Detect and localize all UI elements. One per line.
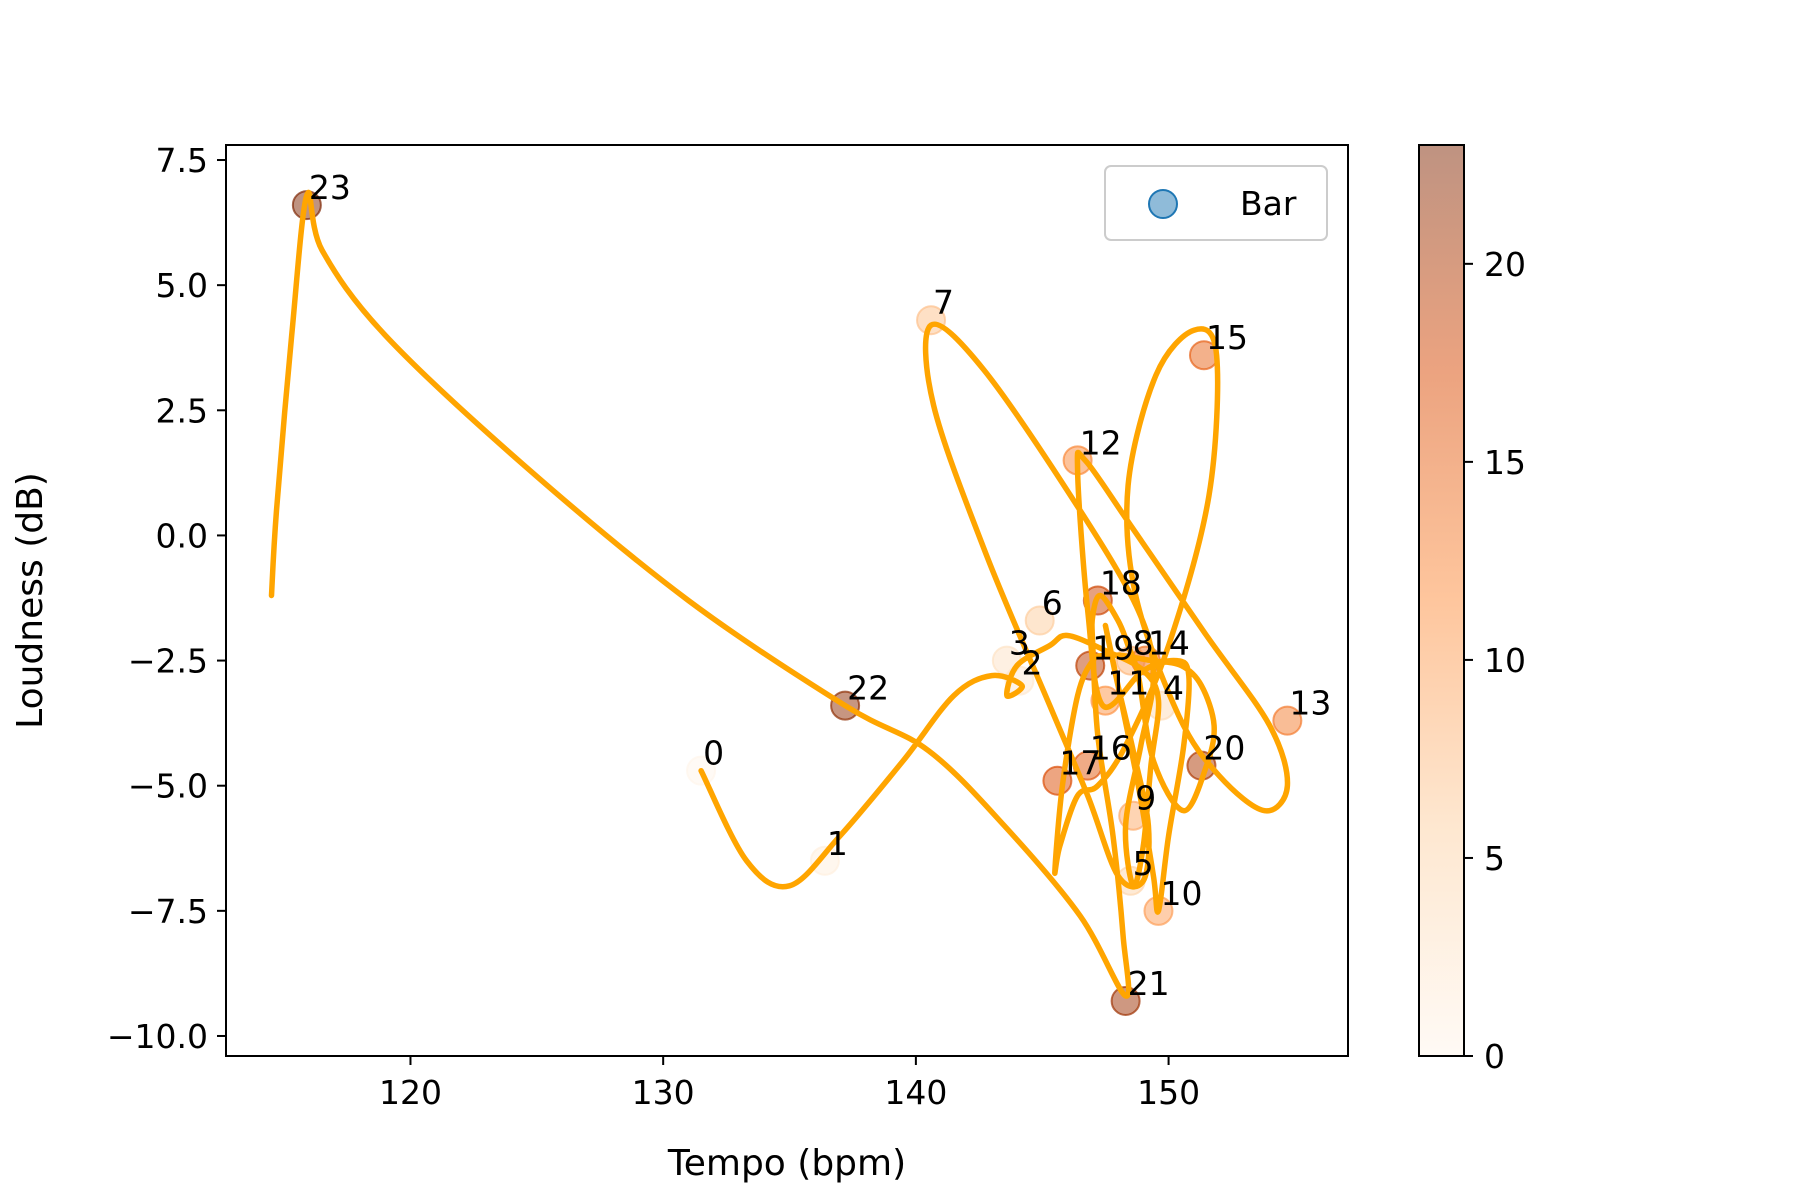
axes: 120 130 140 1507.55.02.50.0−2.5−5.0−7.5−10.… — [107, 141, 1349, 1112]
y-tick-label: −5.0 — [128, 767, 208, 806]
point-label: 3 — [1009, 624, 1030, 663]
y-tick-label: 7.5 — [156, 141, 208, 180]
x-axis-label: Tempo (bpm) — [667, 1143, 906, 1184]
point-label: 12 — [1080, 423, 1122, 462]
point-label: 7 — [933, 283, 954, 322]
colorbar-tick-label: 15 — [1484, 443, 1526, 482]
point-label: 21 — [1128, 964, 1170, 1003]
y-tick-label: 5.0 — [156, 266, 208, 305]
point-label: 5 — [1133, 844, 1154, 883]
scatter-point — [1110, 985, 1141, 1016]
scatter-points — [291, 190, 1303, 1016]
scatter-point — [1272, 705, 1303, 736]
y-tick-label: −2.5 — [128, 642, 208, 681]
point-label: 2 — [1021, 644, 1042, 683]
point-label: 4 — [1163, 669, 1184, 708]
x-tick-label: 150 — [1137, 1073, 1200, 1112]
point-label: 14 — [1148, 624, 1190, 663]
colorbar-gradient — [1419, 145, 1464, 1056]
point-label: 16 — [1090, 729, 1132, 768]
x-tick-label: 140 — [884, 1073, 947, 1112]
point-label: 10 — [1160, 874, 1202, 913]
legend-marker-icon — [1148, 189, 1178, 219]
y-tick-label: −7.5 — [128, 892, 208, 931]
point-label: 22 — [847, 669, 889, 708]
point-label: 11 — [1107, 664, 1149, 703]
legend: Bar — [1104, 165, 1328, 241]
point-label: 13 — [1289, 684, 1331, 723]
colorbar-frame — [1418, 144, 1465, 1057]
point-label: 6 — [1042, 584, 1063, 623]
y-tick-label: −10.0 — [107, 1017, 208, 1056]
point-label: 20 — [1203, 729, 1245, 768]
x-tick-label: 120 — [379, 1073, 442, 1112]
plot-frame — [225, 144, 1349, 1057]
colorbar-tick-label: 10 — [1484, 641, 1526, 680]
colorbar: 0 5 10 15 20 — [1418, 144, 1526, 1076]
legend-label: Bar — [1240, 184, 1297, 223]
y-tick-label: 2.5 — [156, 391, 208, 430]
colorbar-tick-label: 20 — [1484, 245, 1526, 284]
y-tick-label: 0.0 — [156, 516, 208, 555]
point-label: 9 — [1135, 779, 1156, 818]
point-label: 0 — [703, 734, 724, 773]
point-label: 19 — [1092, 629, 1134, 668]
point-label: 23 — [309, 168, 351, 207]
point-label: 8 — [1133, 624, 1154, 663]
scatter-point — [1024, 605, 1055, 636]
scatter-point — [809, 845, 840, 876]
legend-box — [1104, 165, 1328, 241]
point-label: 1 — [827, 824, 848, 863]
x-tick-label: 130 — [632, 1073, 695, 1112]
point-label: 15 — [1206, 318, 1248, 357]
point-label: 18 — [1100, 564, 1142, 603]
point-label: 17 — [1059, 744, 1101, 783]
colorbar-tick-label: 5 — [1484, 839, 1505, 878]
y-axis-label: Loudness (dB) — [10, 472, 51, 729]
trajectory-line — [268, 189, 1291, 999]
colorbar-tick-label: 0 — [1484, 1037, 1505, 1076]
